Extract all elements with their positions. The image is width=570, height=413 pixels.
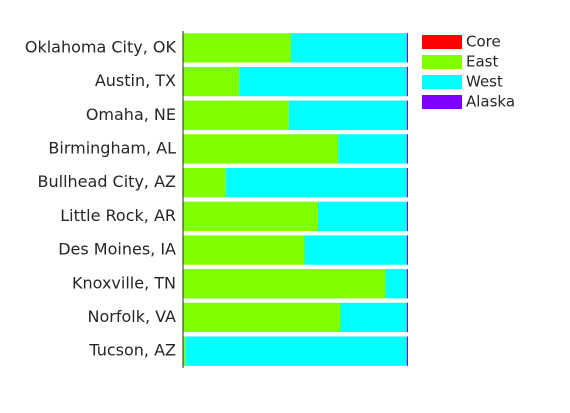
bar-segment bbox=[183, 33, 291, 63]
y-tick-label: Tucson, AZ bbox=[88, 341, 176, 360]
y-tick-label: Oklahoma City, OK bbox=[25, 37, 177, 56]
bar-segment bbox=[406, 33, 408, 63]
bar-segment bbox=[406, 167, 408, 198]
y-tick-label: Bullhead City, AZ bbox=[38, 172, 177, 191]
bar-segment bbox=[183, 302, 341, 333]
bar-segment bbox=[406, 201, 408, 232]
legend-swatch bbox=[422, 35, 462, 49]
bar-segment bbox=[183, 134, 339, 164]
bar-segment bbox=[340, 302, 407, 333]
bar-segment bbox=[406, 269, 408, 299]
bar-segment bbox=[225, 167, 407, 198]
bar-segment bbox=[291, 33, 407, 63]
y-tick-label: Birmingham, AL bbox=[48, 138, 176, 157]
bar-segment bbox=[406, 302, 408, 333]
y-tick-label: Little Rock, AR bbox=[60, 206, 176, 225]
bar-segment bbox=[183, 269, 386, 299]
bar-segment bbox=[183, 66, 240, 97]
bar-segment bbox=[385, 269, 407, 299]
bar-segment bbox=[406, 336, 408, 366]
bar-segment bbox=[406, 235, 408, 265]
bar-segment bbox=[183, 336, 186, 366]
y-tick-label: Omaha, NE bbox=[86, 105, 176, 124]
legend-label: Core bbox=[466, 33, 501, 51]
legend-label: Alaska bbox=[466, 93, 515, 111]
bar-segment bbox=[239, 66, 407, 97]
bar-segment bbox=[406, 134, 408, 164]
bar-segment bbox=[183, 167, 226, 198]
bar-segment bbox=[288, 100, 407, 130]
y-tick-label: Norfolk, VA bbox=[87, 307, 176, 326]
legend-swatch bbox=[422, 75, 462, 89]
bar-segment bbox=[338, 134, 407, 164]
bar-segment bbox=[318, 201, 407, 232]
legend-swatch bbox=[422, 95, 462, 109]
y-tick-label: Austin, TX bbox=[95, 71, 176, 90]
legend-label: West bbox=[466, 73, 503, 91]
bar-segment bbox=[183, 235, 305, 265]
bar-segment bbox=[406, 66, 408, 97]
legend-swatch bbox=[422, 55, 462, 69]
y-tick-label: Knoxville, TN bbox=[72, 273, 176, 292]
bar-segment bbox=[183, 100, 289, 130]
legend-label: East bbox=[466, 53, 498, 71]
bar-segment bbox=[304, 235, 407, 265]
bar-segment bbox=[183, 201, 318, 232]
y-tick-label: Des Moines, IA bbox=[58, 240, 176, 259]
bar-segment bbox=[406, 100, 408, 130]
bar-segment bbox=[185, 336, 407, 366]
